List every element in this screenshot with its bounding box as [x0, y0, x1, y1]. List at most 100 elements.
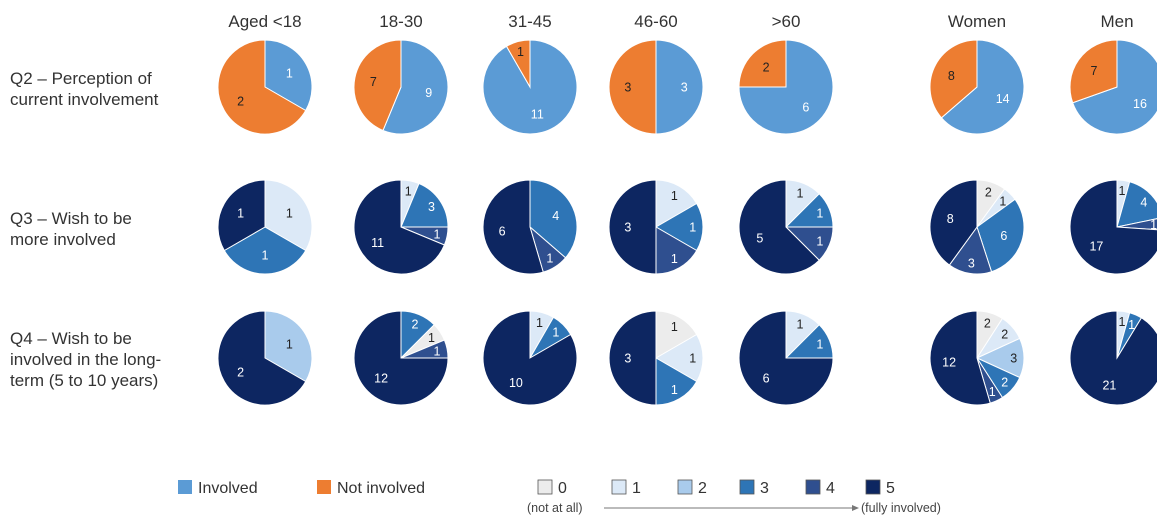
- pie-slice: [264, 310, 313, 383]
- slice-value-label: 6: [802, 100, 809, 114]
- legend-label: Not involved: [337, 480, 425, 497]
- legend-swatch: [677, 479, 693, 495]
- row-label-line: current involvement: [10, 90, 159, 109]
- slice-value-label: 6: [1000, 229, 1007, 243]
- legend-swatch: [537, 479, 553, 495]
- slice-value-label: 1: [286, 337, 293, 351]
- pie-slice: [738, 310, 834, 406]
- slice-value-label: 2: [984, 316, 991, 330]
- legend-label: Involved: [198, 480, 258, 497]
- legend-label: 1: [632, 480, 641, 497]
- slice-value-label: 3: [681, 81, 688, 95]
- slice-value-label: 1: [999, 195, 1006, 209]
- pie-slice: [353, 179, 446, 275]
- pie: 11 10: [482, 310, 578, 406]
- slice-value-label: 12: [374, 371, 388, 385]
- legend-label: 5: [886, 480, 895, 497]
- pie-slice: [608, 39, 657, 135]
- column-header: 31-45: [508, 12, 551, 31]
- pie-slice: [1069, 179, 1157, 275]
- column-header: >60: [772, 12, 801, 31]
- slice-value-label: 1: [816, 207, 823, 221]
- pie-slice: [655, 357, 698, 406]
- row-label-line: Q3 – Wish to be: [10, 209, 132, 228]
- slice-value-label: 2: [237, 366, 244, 380]
- pie-slice: [353, 39, 402, 132]
- pie: 62: [738, 39, 834, 135]
- slice-value-label: 1: [286, 66, 293, 80]
- pie-slice: [738, 39, 787, 88]
- slice-value-label: 1: [1128, 318, 1135, 332]
- pie-slice: [655, 333, 704, 383]
- pie-slice: [1069, 39, 1118, 104]
- slice-value-label: 8: [948, 69, 955, 83]
- pie: 14 8: [929, 39, 1025, 135]
- slice-value-label: 1: [689, 352, 696, 366]
- slice-value-label: 1: [434, 344, 441, 358]
- pie: 12: [217, 39, 313, 135]
- slice-value-label: 12: [942, 356, 956, 370]
- row-label-line: more involved: [10, 230, 116, 249]
- pie-slice: [655, 226, 698, 275]
- legend-item: 0: [537, 479, 567, 497]
- slice-value-label: 4: [552, 209, 559, 223]
- pie-slice: [400, 182, 449, 228]
- slice-value-label: 3: [624, 221, 631, 235]
- legend-item: 2: [677, 479, 707, 497]
- slice-value-label: 2: [1001, 376, 1008, 390]
- column-header: 46-60: [634, 12, 677, 31]
- slice-value-label: 11: [371, 236, 384, 250]
- pie-slice: [529, 179, 578, 259]
- pie-slice: [217, 179, 266, 252]
- slice-value-label: 8: [947, 212, 954, 226]
- slice-value-label: 1: [237, 206, 244, 220]
- pie: 111: [482, 39, 578, 135]
- pie: 141 17: [1069, 179, 1157, 275]
- scale-low-label: (not at all): [527, 501, 583, 515]
- pie-slice: [353, 310, 449, 406]
- column-header: 18-30: [379, 12, 422, 31]
- slice-value-label: 1: [552, 326, 559, 340]
- pie-slice: [482, 310, 578, 406]
- slice-value-label: 1: [1119, 184, 1126, 198]
- slice-value-label: 1: [428, 331, 435, 345]
- slice-value-label: 1: [671, 252, 678, 266]
- slice-value-label: 1: [671, 383, 678, 397]
- legend-swatch: [805, 479, 821, 495]
- pie-slice: [655, 202, 704, 252]
- pie-slice: [940, 39, 1025, 135]
- pie-slice: [976, 198, 1025, 273]
- pie: 1 1 21: [1069, 310, 1157, 406]
- slice-value-label: 2: [412, 318, 419, 332]
- row-label-line: term (5 to 10 years): [10, 371, 158, 390]
- slice-value-label: 17: [1089, 240, 1103, 254]
- pie: 97: [353, 39, 449, 135]
- slice-value-label: 9: [425, 86, 432, 100]
- slice-value-label: 1: [546, 251, 553, 265]
- pie-slice: [608, 179, 657, 275]
- slice-value-label: 1: [434, 228, 441, 242]
- row-label-line: involved in the long-: [10, 350, 161, 369]
- pie-slice: [1116, 181, 1157, 228]
- pie-slice: [482, 179, 544, 275]
- pie-slice: [1069, 310, 1157, 406]
- slice-value-label: 1: [1119, 315, 1126, 329]
- legend-swatch: [178, 480, 192, 494]
- slice-value-label: 5: [756, 231, 763, 245]
- pie-slice: [655, 310, 698, 359]
- slice-value-label: 3: [968, 257, 975, 271]
- slice-value-label: 1: [517, 45, 524, 59]
- legend-item: 1: [611, 479, 641, 497]
- pie: 4 1 6: [482, 179, 578, 275]
- pie-slice: [655, 179, 698, 228]
- legend-item: Not involved: [317, 480, 425, 497]
- pie-slice: [382, 39, 449, 135]
- slice-value-label: 1: [536, 316, 543, 330]
- slice-value-label: 2: [237, 95, 244, 109]
- pie-slice: [655, 39, 704, 135]
- pie: 111: [217, 179, 313, 275]
- legend-label: 3: [760, 480, 769, 497]
- pie: 1 1 1 3: [608, 179, 704, 275]
